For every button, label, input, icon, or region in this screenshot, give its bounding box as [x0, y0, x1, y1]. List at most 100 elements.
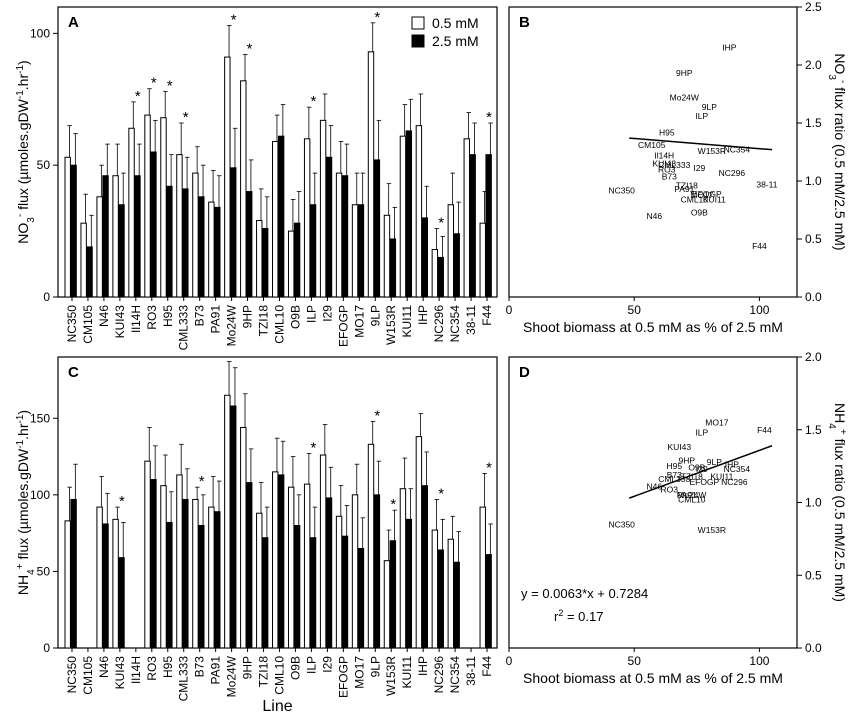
point-label: KUI43: [652, 159, 676, 169]
bar-high: [293, 222, 301, 298]
bar-low: [64, 156, 71, 298]
x-tick-label: NC296: [432, 656, 446, 694]
y-tick-label: 1.0: [805, 174, 822, 188]
point-label: RO3: [658, 164, 676, 174]
x-tick-label: RO3: [145, 305, 159, 330]
y-tick-label: 100: [30, 26, 50, 40]
x-tick-label: 50: [628, 303, 642, 317]
significance-star: *: [311, 93, 317, 110]
y-axis-label-part: ): [15, 410, 31, 415]
significance-star: *: [183, 109, 189, 126]
y-tick-label: 1.0: [805, 496, 822, 510]
bar-low: [96, 506, 103, 649]
bar-low: [80, 222, 87, 298]
point-label: PA91: [674, 184, 694, 194]
point-label: NC350: [608, 185, 635, 195]
y-axis-label-part: -1: [15, 439, 26, 448]
point-label: 9LP: [702, 102, 717, 112]
bar-high: [325, 497, 333, 649]
y-axis-label-part: moles.gDW: [15, 448, 31, 521]
bar-high: [325, 156, 333, 298]
y-axis-label-part: NH: [15, 575, 31, 595]
x-tick-label: O9B: [288, 656, 302, 680]
significance-star: *: [231, 11, 237, 28]
bar-high: [102, 523, 109, 649]
bar-low: [431, 249, 439, 298]
y-axis-label-part: .hr: [15, 423, 31, 440]
bar-high: [198, 196, 205, 298]
x-tick-label: CML10: [273, 656, 287, 695]
x-tick-label: PA91: [209, 305, 223, 334]
x-axis-label: Shoot biomass at 0.5 mM as % of 2.5 mM: [523, 319, 783, 335]
bar-low: [287, 230, 295, 298]
bar-low: [399, 488, 407, 649]
y-tick-label: 0: [43, 290, 50, 304]
point-label: Mo24W: [670, 92, 699, 102]
x-tick-label: MO17: [352, 656, 366, 689]
bar-high: [373, 494, 381, 649]
bar-low: [256, 220, 263, 298]
point-label: ILP: [695, 428, 708, 438]
bar-low: [367, 51, 375, 298]
significance-star: *: [374, 407, 380, 424]
x-tick-label: O9B: [288, 305, 302, 329]
point-label: NC296: [719, 168, 746, 178]
bar-high: [421, 217, 428, 298]
significance-star: *: [438, 214, 444, 231]
y-axis-label-part: NH: [832, 403, 848, 423]
x-tick-label: EFOGP: [336, 656, 350, 698]
x-tick-label: F44: [480, 305, 494, 326]
y-axis-label-part: -1: [15, 65, 26, 74]
point-label: KUI43: [667, 442, 691, 452]
point-label: TZI18: [681, 471, 703, 481]
x-tick-label: NC350: [65, 656, 79, 694]
x-tick-label: B73: [193, 305, 207, 327]
point-label: EFOGP: [692, 189, 722, 199]
point-label: CM105: [638, 140, 666, 150]
x-tick-label: F44: [480, 656, 494, 677]
point-label: KUI11: [710, 471, 733, 481]
bar-high: [118, 557, 125, 649]
x-tick-label: 0: [506, 654, 513, 668]
bar-low: [447, 204, 455, 298]
bar-high: [405, 518, 413, 649]
significance-star: *: [438, 485, 444, 502]
panel-b: B0 50 1000.00.51.01.52.02.5IHP9HPMo24W9LPI…: [506, 0, 849, 335]
x-tick-label: CML333: [177, 656, 191, 702]
bar-high: [389, 540, 397, 649]
y-axis-label-part: flux ratio (0.5 mM/2.5 mM): [832, 83, 848, 250]
bar-high: [166, 521, 173, 649]
y-tick-label: 0.0: [805, 641, 822, 655]
bar-low: [479, 506, 486, 649]
bar-high: [230, 167, 237, 298]
point-label: Mo24W: [677, 490, 706, 500]
significance-star: *: [199, 473, 205, 490]
x-tick-label: 9HP: [241, 656, 255, 679]
bar-low: [383, 214, 391, 298]
y-tick-label: 0.5: [805, 232, 822, 246]
bar-low: [160, 485, 167, 649]
bar-low: [256, 512, 263, 649]
y-axis-label-part: -: [838, 80, 849, 83]
bar-high: [421, 485, 428, 649]
bar-high: [261, 227, 269, 298]
bar-low: [192, 172, 199, 298]
bar-high: [277, 474, 285, 649]
bar-low: [176, 474, 183, 649]
y-axis-label-part: .hr: [15, 74, 31, 91]
x-tick-label: CM105: [81, 305, 95, 344]
y-tick-label: 1.5: [805, 423, 822, 437]
point-label: ILP: [695, 111, 708, 121]
x-tick-label: 38-11: [464, 656, 478, 686]
plot-frame: [508, 6, 798, 298]
bar-high: [230, 405, 237, 649]
point-label: IHP: [722, 43, 737, 53]
x-tick-label: NC354: [448, 305, 462, 343]
x-tick-label: H95: [161, 305, 175, 327]
y-axis-label-part: µ: [15, 171, 31, 179]
y-axis-label-part: +: [838, 429, 849, 435]
point-label: W153R: [698, 525, 726, 535]
bar-low: [367, 443, 375, 649]
bar-low: [240, 426, 247, 649]
bar-low: [192, 498, 199, 649]
